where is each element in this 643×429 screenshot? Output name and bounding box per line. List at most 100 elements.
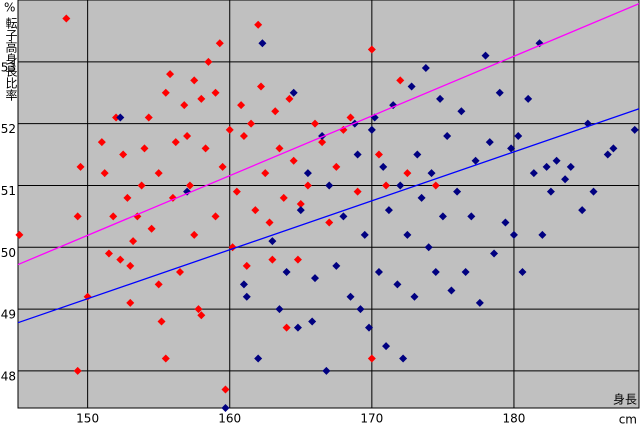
point (410, 292, 419, 301)
point (609, 144, 618, 153)
point (140, 144, 149, 153)
point (382, 181, 391, 190)
point (137, 181, 146, 190)
point (308, 317, 317, 326)
point (475, 298, 484, 307)
point (116, 113, 125, 122)
point (403, 230, 412, 239)
point (518, 268, 527, 276)
point (296, 200, 305, 208)
point (271, 107, 280, 116)
point (353, 187, 362, 196)
x-tick-label: 160 (218, 412, 241, 426)
point (265, 218, 274, 227)
point (275, 144, 284, 153)
point (501, 218, 510, 227)
point (481, 51, 490, 60)
point (382, 342, 391, 351)
point (490, 249, 499, 258)
point (427, 169, 436, 178)
point (471, 156, 480, 165)
point (467, 212, 476, 221)
point (282, 323, 291, 332)
point (421, 64, 430, 72)
point (524, 94, 533, 103)
point (279, 193, 288, 202)
y-unit: % (4, 1, 15, 15)
point (289, 88, 298, 97)
y-tick-label: 52 (1, 122, 16, 136)
point (447, 286, 456, 295)
point (190, 230, 199, 239)
y-tick-label: 48 (1, 369, 16, 383)
point (365, 323, 373, 332)
point (578, 206, 587, 215)
point (247, 119, 256, 128)
point (221, 404, 230, 412)
point (257, 82, 265, 91)
point (356, 305, 365, 314)
point (119, 150, 128, 159)
y-tick-label: 49 (1, 308, 16, 322)
point (73, 366, 82, 375)
point (360, 230, 369, 239)
y-tick-label: 50 (1, 246, 16, 260)
point (311, 274, 319, 283)
point (282, 268, 291, 276)
point (201, 144, 210, 153)
point (15, 230, 24, 239)
point (339, 212, 348, 221)
point (346, 113, 355, 122)
x-axis-title: 身長 (613, 392, 637, 407)
point (204, 57, 213, 66)
point (144, 113, 153, 122)
point (133, 212, 142, 221)
point (438, 212, 447, 221)
point (303, 169, 312, 178)
point (126, 298, 135, 307)
point (603, 150, 612, 159)
point (109, 212, 118, 221)
point (393, 280, 402, 289)
plot-area (17, 0, 640, 409)
point (403, 169, 412, 178)
point (396, 76, 405, 85)
point (157, 317, 166, 326)
point (218, 162, 227, 171)
point (154, 169, 163, 178)
point (461, 268, 470, 276)
point (268, 255, 277, 264)
point (431, 268, 440, 276)
point (62, 14, 71, 23)
point (399, 354, 408, 363)
point (561, 175, 570, 184)
point (346, 292, 355, 301)
point (453, 187, 462, 196)
point (407, 82, 416, 91)
point (126, 261, 135, 270)
point (268, 237, 277, 246)
point (384, 206, 393, 215)
point (239, 132, 248, 140)
point (129, 237, 138, 246)
point (190, 76, 199, 85)
point (374, 150, 383, 159)
point (318, 138, 327, 147)
trend-line (17, 3, 640, 266)
point (180, 101, 189, 110)
point (242, 261, 251, 270)
point (254, 354, 263, 363)
point (514, 132, 523, 140)
point (275, 305, 284, 314)
point (97, 138, 106, 147)
point (332, 261, 341, 270)
y-tick-label: 53 (1, 60, 16, 74)
point (254, 20, 263, 29)
point (443, 132, 452, 140)
point (215, 39, 224, 48)
point (242, 292, 251, 301)
point (232, 187, 241, 196)
point (339, 125, 348, 134)
point (436, 94, 445, 103)
